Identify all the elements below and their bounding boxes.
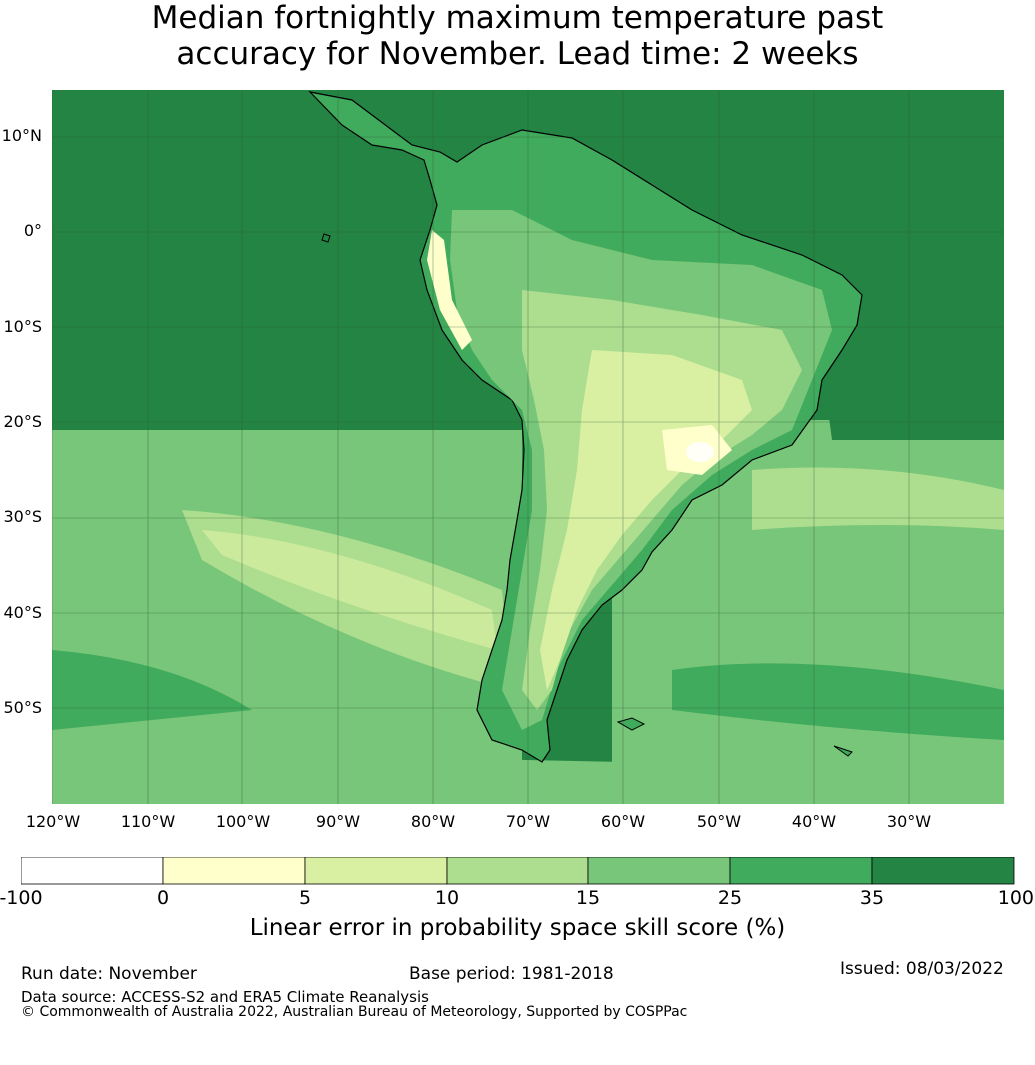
copyright: © Commonwealth of Australia 2022, Austra… xyxy=(21,1004,688,1020)
title-line-2: accuracy for November. Lead time: 2 week… xyxy=(176,36,859,72)
colorbar-segment-6 xyxy=(729,857,873,885)
land-white-spot xyxy=(686,442,714,462)
lon-label-70w: 70°W xyxy=(505,812,551,831)
colorbar-segment-1 xyxy=(21,857,164,885)
colorbar-tick-25: 25 xyxy=(717,887,743,909)
colorbar-segment-3 xyxy=(304,857,448,885)
title-line-1: Median fortnightly maximum temperature p… xyxy=(151,0,884,36)
colorbar-label: Linear error in probability space skill … xyxy=(249,915,786,941)
south-dark-patches xyxy=(52,650,1004,740)
colorbar-segment-4 xyxy=(446,857,589,885)
skill-score-map xyxy=(52,90,1004,804)
lon-label-110w: 110°W xyxy=(120,812,176,831)
lon-label-120w: 120°W xyxy=(25,812,81,831)
colorbar-tick-10: 10 xyxy=(434,887,460,909)
colorbar-segment-2 xyxy=(162,857,306,885)
issued-date: Issued: 08/03/2022 xyxy=(840,959,1004,979)
colorbar-tick-35: 35 xyxy=(859,887,885,909)
lon-label-60w: 60°W xyxy=(600,812,646,831)
data-source: Data source: ACCESS-S2 and ERA5 Climate … xyxy=(21,988,429,1006)
base-period: Base period: 1981-2018 xyxy=(409,964,614,984)
south-georgia xyxy=(833,745,853,757)
graticule xyxy=(52,90,1004,804)
lat-label-30s: 30°S xyxy=(3,507,42,526)
lat-label-10s: 10°S xyxy=(3,317,42,336)
pacific-lighter-band xyxy=(202,530,497,650)
galapagos xyxy=(321,233,331,243)
lon-label-40w: 40°W xyxy=(791,812,837,831)
lat-label-50s: 50°S xyxy=(3,698,42,717)
atlantic-light-band xyxy=(752,467,1004,530)
atlantic-dark-field xyxy=(812,290,1004,440)
colorbar-tick-0: 0 xyxy=(156,887,170,909)
lat-label-20s: 20°S xyxy=(3,412,42,431)
colorbar-tick-15: 15 xyxy=(575,887,601,909)
lon-label-100w: 100°W xyxy=(215,812,271,831)
run-date: Run date: November xyxy=(21,964,197,984)
colorbar xyxy=(21,857,1015,885)
lat-label-10n: 10°N xyxy=(1,126,42,145)
colorbar-segment-7 xyxy=(871,857,1015,885)
chart-title: Median fortnightly maximum temperature p… xyxy=(0,0,1035,72)
lat-label-0: 0° xyxy=(23,221,42,240)
lon-label-80w: 80°W xyxy=(410,812,456,831)
lon-label-90w: 90°W xyxy=(315,812,361,831)
lon-label-50w: 50°W xyxy=(696,812,742,831)
colorbar-tick-minus100: -100 xyxy=(0,887,43,909)
colorbar-tick-100: 100 xyxy=(997,887,1034,909)
falklands xyxy=(616,717,646,731)
colorbar-tick-5: 5 xyxy=(298,887,312,909)
colorbar-segment-5 xyxy=(587,857,731,885)
lon-label-30w: 30°W xyxy=(886,812,932,831)
lat-label-40s: 40°S xyxy=(3,603,42,622)
